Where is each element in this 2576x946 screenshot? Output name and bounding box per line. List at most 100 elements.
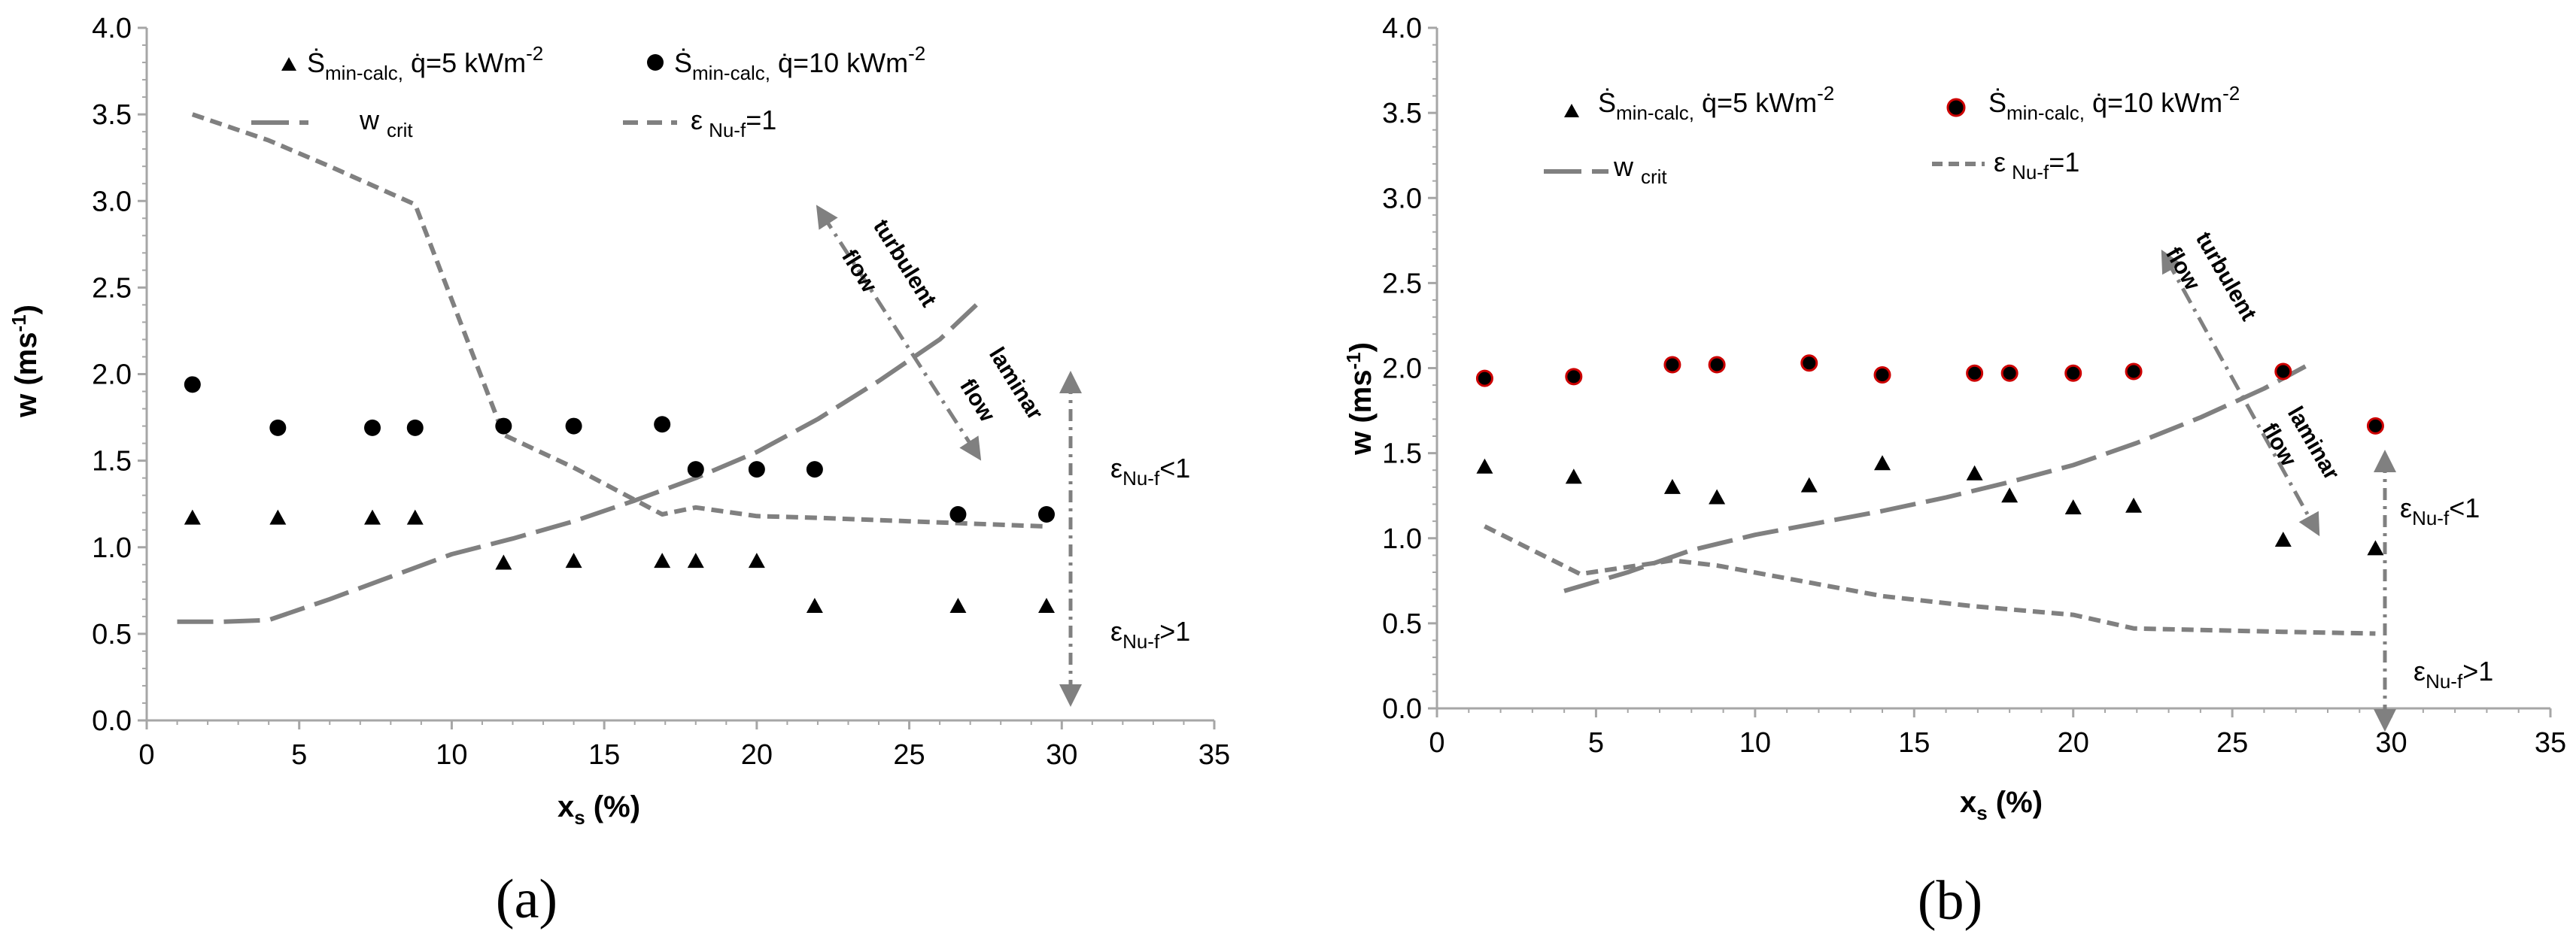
data-point-circle bbox=[364, 419, 381, 436]
x-tick-label: 0 bbox=[138, 739, 154, 771]
x-tick-label: 10 bbox=[1739, 727, 1771, 759]
data-point-circle bbox=[1475, 369, 1493, 387]
chart-b-points bbox=[1475, 354, 2384, 556]
chart-b-lines bbox=[1484, 364, 2376, 636]
data-point-triangle bbox=[687, 553, 704, 569]
eps-nuf-line bbox=[191, 112, 1047, 529]
chart-a-x-ticks: 0 5 10 15 20 25 30 35 bbox=[138, 720, 1230, 771]
annotation-eps-gt-1: εNu-f>1 bbox=[2413, 656, 2493, 693]
y-tick-label: 0.5 bbox=[1382, 608, 1422, 640]
data-point-circle bbox=[2274, 362, 2292, 381]
legend-label-eps: ε Nu-f=1 bbox=[1994, 147, 2079, 183]
data-point-circle bbox=[748, 461, 765, 478]
data-point-triangle bbox=[1565, 468, 1582, 484]
data-point-circle bbox=[184, 376, 201, 393]
data-point-triangle bbox=[654, 553, 671, 569]
x-tick-label: 20 bbox=[741, 739, 773, 771]
data-point-triangle bbox=[806, 598, 823, 614]
y-tick-label: 3.0 bbox=[1382, 183, 1422, 214]
data-point-triangle bbox=[2274, 532, 2292, 547]
wcrit-line bbox=[1563, 364, 2307, 593]
data-point-triangle bbox=[1663, 478, 1681, 494]
chart-a-y-ticks: 0.0 0.5 1.0 1.5 2.0 2.5 3.0 3.5 4.0 bbox=[92, 13, 147, 737]
data-point-circle bbox=[2366, 417, 2384, 435]
chart-a-points bbox=[184, 376, 1056, 614]
data-point-circle bbox=[687, 461, 704, 478]
legend-circle-icon bbox=[1946, 98, 1966, 117]
data-point-circle bbox=[2000, 364, 2019, 382]
data-point-triangle bbox=[748, 553, 765, 569]
chart-a-legend: Ṡmin-calc, q̇=5 kWm-2 Ṡmin-calc, q̇=10 k… bbox=[251, 42, 925, 141]
data-point-circle bbox=[949, 506, 967, 523]
legend-label-q5: Ṡmin-calc, q̇=5 kWm-2 bbox=[307, 42, 543, 84]
x-tick-label: 0 bbox=[1429, 727, 1444, 759]
eps-nuf-line bbox=[1484, 524, 2376, 636]
data-point-triangle bbox=[184, 509, 201, 525]
x-tick-label: 35 bbox=[1198, 739, 1230, 771]
annotation-flow-laminar: flow bbox=[955, 374, 1000, 426]
chart-b-annotations: turbulent flow laminar flow εNu-f<1 εNu-… bbox=[2161, 228, 2493, 732]
data-point-circle bbox=[806, 461, 823, 478]
chart-b-y-label: w (ms-1) bbox=[1342, 342, 1378, 456]
data-point-triangle bbox=[1038, 598, 1056, 614]
data-point-triangle bbox=[2367, 540, 2384, 556]
x-tick-label: 30 bbox=[1046, 739, 1077, 771]
data-point-triangle bbox=[1709, 489, 1726, 505]
data-point-triangle bbox=[2001, 487, 2019, 503]
chart-a-annotations: turbulent flow laminar flow εNu-f<1 εNu-… bbox=[816, 205, 1190, 707]
annotation-eps-lt-1: εNu-f<1 bbox=[1110, 453, 1190, 490]
panel-label-a: (a) bbox=[496, 869, 557, 930]
data-point-triangle bbox=[406, 509, 424, 525]
x-tick-label: 30 bbox=[2375, 727, 2407, 759]
annotation-turbulent: turbulent bbox=[868, 215, 941, 311]
data-point-circle bbox=[654, 416, 671, 433]
legend-label-q10: Ṡmin-calc, q̇=10 kWm-2 bbox=[674, 42, 925, 84]
chart-a-axes bbox=[145, 28, 1214, 722]
legend-triangle-icon bbox=[1564, 104, 1579, 117]
x-tick-label: 10 bbox=[436, 739, 467, 771]
y-tick-label: 0.0 bbox=[1382, 693, 1422, 725]
data-point-circle bbox=[269, 419, 287, 436]
data-point-circle bbox=[406, 419, 424, 436]
data-point-circle bbox=[1800, 354, 1818, 372]
data-point-triangle bbox=[1874, 455, 1891, 471]
y-tick-label: 1.0 bbox=[92, 532, 132, 564]
data-point-circle bbox=[1663, 356, 1681, 374]
data-point-triangle bbox=[949, 598, 967, 614]
data-point-triangle bbox=[364, 509, 381, 525]
y-tick-label: 2.0 bbox=[92, 359, 132, 391]
panel-label-b: (b) bbox=[1918, 870, 1982, 932]
x-tick-label: 5 bbox=[1588, 727, 1604, 759]
chart-b: 0 5 10 15 20 25 30 35 0.0 0.5 1.0 1.5 2.0 2.5 3.0 3.5 4… bbox=[1342, 13, 2566, 932]
data-point-circle bbox=[1873, 366, 1891, 384]
data-point-circle bbox=[1708, 356, 1726, 374]
y-tick-label: 2.0 bbox=[1382, 353, 1422, 385]
data-point-circle bbox=[495, 417, 512, 435]
data-point-triangle bbox=[495, 554, 512, 570]
flow-regime-arrow bbox=[816, 205, 982, 461]
y-tick-label: 2.5 bbox=[92, 272, 132, 304]
y-tick-label: 1.5 bbox=[1382, 438, 1422, 470]
legend-label-wcrit: w crit bbox=[1613, 151, 1667, 188]
data-point-circle bbox=[565, 417, 582, 435]
y-tick-label: 3.0 bbox=[92, 186, 132, 217]
legend-triangle-icon bbox=[281, 57, 296, 71]
y-tick-label: 4.0 bbox=[1382, 13, 1422, 44]
y-tick-label: 1.5 bbox=[92, 446, 132, 478]
data-point-triangle bbox=[2125, 497, 2143, 513]
legend-label-wcrit: w crit bbox=[359, 105, 413, 141]
data-point-circle bbox=[1038, 506, 1056, 523]
data-point-circle bbox=[2125, 362, 2143, 381]
data-point-triangle bbox=[269, 509, 287, 525]
x-tick-label: 15 bbox=[1898, 727, 1930, 759]
chart-b-x-ticks: 0 5 10 15 20 25 30 35 bbox=[1429, 708, 2566, 759]
chart-b-y-ticks: 0.0 0.5 1.0 1.5 2.0 2.5 3.0 3.5 4.0 bbox=[1382, 13, 1437, 725]
x-tick-label: 35 bbox=[2535, 727, 2566, 759]
legend-label-q5: Ṡmin-calc, q̇=5 kWm-2 bbox=[1598, 82, 1834, 124]
y-tick-label: 2.5 bbox=[1382, 268, 1422, 299]
data-point-triangle bbox=[2064, 499, 2082, 515]
annotation-eps-lt-1: εNu-f<1 bbox=[2400, 493, 2480, 529]
legend-label-q10: Ṡmin-calc, q̇=10 kWm-2 bbox=[1988, 82, 2240, 124]
chart-b-x-label: xs (%) bbox=[1960, 786, 2043, 824]
